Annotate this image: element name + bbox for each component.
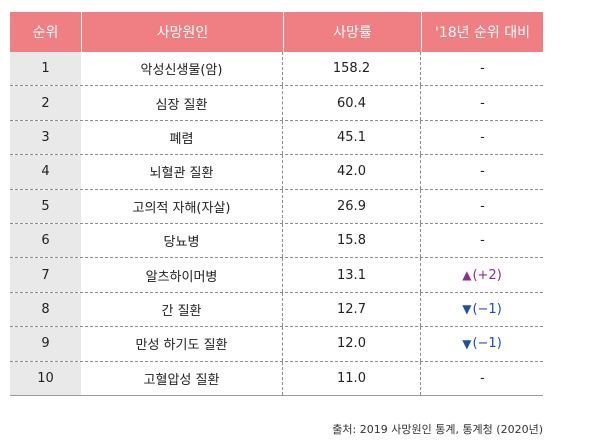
rank-cell: 10 — [10, 361, 81, 395]
change-value: - — [480, 370, 485, 386]
change-value: - — [480, 198, 485, 214]
table-body: 1 악성신생물(암) 158.2-2 심장 질환 60.4-3 폐렴 45.1-4 뇌혈관 질… — [10, 52, 543, 396]
change-cell: - — [421, 224, 543, 257]
rank-cell: 2 — [10, 86, 81, 120]
change-value: (+2) — [472, 267, 502, 283]
rate-cell: 60.4 — [283, 86, 421, 120]
change-value: (−1) — [472, 301, 502, 317]
rate-cell: 12.7 — [283, 292, 421, 327]
table-row: 3 폐렴 45.1 - — [10, 120, 543, 156]
rank-cell: 4 — [10, 155, 81, 189]
cause-cell: 뇌혈관 질환 — [81, 155, 283, 189]
cause-cell: 폐렴 — [81, 120, 283, 155]
change-cell: ▲ (+2) — [421, 258, 543, 291]
rank-cell: 1 — [10, 52, 81, 86]
change-cell: - — [421, 362, 543, 395]
cause-cell: 만성 하기도 질환 — [81, 327, 283, 361]
rank-cell: 6 — [10, 223, 81, 258]
rate-cell: 158.2 — [283, 52, 421, 86]
rank-cell: 7 — [10, 258, 81, 292]
rate-cell: 11.0 — [283, 361, 421, 395]
cause-cell: 고혈압성 질환 — [81, 361, 283, 395]
header-cause: 사망원인 — [81, 12, 283, 52]
cause-cell: 심장 질환 — [81, 86, 283, 120]
table-row: 6 당뇨병 15.8 - — [10, 223, 543, 259]
change-cell: - — [421, 52, 543, 85]
header-rate: 사망률 — [283, 12, 421, 52]
change-cell: - — [421, 121, 543, 154]
change-cell: - — [421, 190, 543, 223]
header-rank: 순위 — [32, 25, 59, 41]
rank-cell: 3 — [10, 120, 81, 155]
change-cell: ▼ (−1) — [421, 327, 543, 360]
rate-cell: 13.1 — [283, 258, 421, 292]
table-row: 7 알츠하이머병 13.1 ▲ (+2) — [10, 258, 543, 293]
change-cell: - — [421, 86, 543, 119]
rate-cell: 26.9 — [283, 189, 421, 223]
rank-cell: 5 — [10, 189, 81, 223]
rate-cell: 45.1 — [283, 120, 421, 155]
rate-cell: 42.0 — [283, 155, 421, 189]
up-arrow-icon: ▲ — [462, 268, 472, 283]
cause-cell: 당뇨병 — [81, 223, 283, 258]
cause-cell: 고의적 자해(자살) — [81, 189, 283, 223]
header-change: '18년 순위 대비 — [421, 12, 543, 52]
rate-cell: 15.8 — [283, 223, 421, 258]
table-header: 순위 사망원인 사망률 '18년 순위 대비 — [10, 12, 543, 52]
rate-cell: 12.0 — [283, 327, 421, 361]
change-cell: ▼ (−1) — [421, 293, 543, 326]
rank-cell: 9 — [10, 327, 81, 361]
cause-of-death-table: 순위 사망원인 사망률 '18년 순위 대비 1 악성신생물(암) 158.2-2 심… — [10, 12, 543, 396]
table-row: 1 악성신생물(암) 158.2 - — [10, 52, 543, 87]
cause-cell: 간 질환 — [81, 292, 283, 327]
table-row: 4 뇌혈관 질환 42.0 - — [10, 155, 543, 190]
source-note: 출처: 2019 사망원인 통계, 통계청 (2020년) — [332, 423, 543, 436]
table-row: 10 고혈압성 질환 11.0 - — [10, 361, 543, 396]
rank-cell: 8 — [10, 292, 81, 327]
change-value: - — [480, 164, 485, 180]
change-value: (−1) — [472, 336, 502, 352]
cause-cell: 악성신생물(암) — [81, 52, 283, 86]
cause-cell: 알츠하이머병 — [81, 258, 283, 292]
change-value: - — [480, 129, 485, 145]
table-row: 9 만성 하기도 질환 12.0 ▼ (−1) — [10, 327, 543, 362]
change-cell: - — [421, 155, 543, 188]
down-arrow-icon: ▼ — [462, 336, 472, 351]
down-arrow-icon: ▼ — [462, 302, 472, 317]
table-row: 5 고의적 자해(자살) 26.9 - — [10, 189, 543, 224]
change-value: - — [480, 61, 485, 77]
table-row: 2 심장 질환 60.4 - — [10, 86, 543, 121]
change-value: - — [480, 95, 485, 111]
change-value: - — [480, 233, 485, 249]
